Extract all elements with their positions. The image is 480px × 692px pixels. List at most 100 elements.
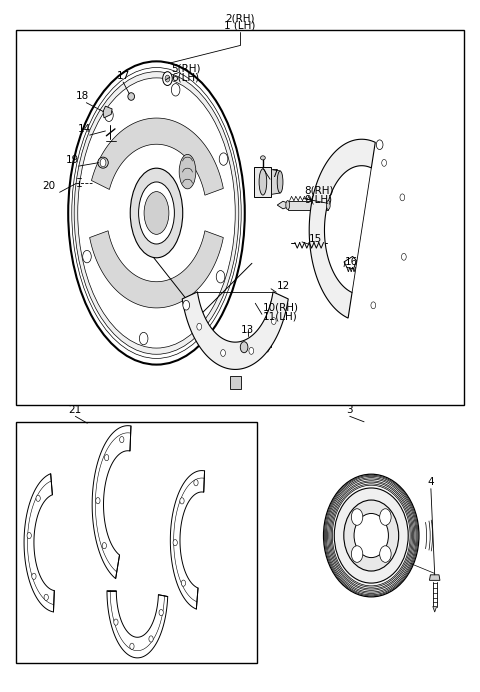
Text: 7: 7 <box>271 170 277 179</box>
Ellipse shape <box>286 201 289 210</box>
Circle shape <box>105 109 113 122</box>
Ellipse shape <box>324 474 419 597</box>
Circle shape <box>130 643 134 649</box>
Ellipse shape <box>259 169 267 195</box>
Polygon shape <box>254 167 272 197</box>
Circle shape <box>149 636 153 642</box>
Text: 18: 18 <box>76 91 89 101</box>
Polygon shape <box>430 575 440 581</box>
Circle shape <box>380 546 391 563</box>
Ellipse shape <box>331 484 411 588</box>
Text: 10(RH): 10(RH) <box>263 303 299 313</box>
Ellipse shape <box>344 500 399 571</box>
Ellipse shape <box>128 93 134 100</box>
Text: 21: 21 <box>69 405 82 415</box>
Ellipse shape <box>330 482 412 589</box>
Polygon shape <box>288 201 328 210</box>
Circle shape <box>371 302 376 309</box>
Circle shape <box>159 610 163 616</box>
Text: 11(LH): 11(LH) <box>263 311 298 321</box>
Circle shape <box>183 300 190 310</box>
Text: 8(RH): 8(RH) <box>304 185 334 196</box>
Ellipse shape <box>332 485 410 586</box>
Circle shape <box>102 543 107 549</box>
Text: 14: 14 <box>78 124 92 134</box>
Ellipse shape <box>78 78 235 348</box>
Bar <box>16 30 464 405</box>
Polygon shape <box>229 376 241 389</box>
Circle shape <box>27 532 31 538</box>
Polygon shape <box>277 201 287 209</box>
Circle shape <box>401 253 406 260</box>
Ellipse shape <box>324 475 418 596</box>
Ellipse shape <box>144 192 169 235</box>
Ellipse shape <box>261 156 265 160</box>
Ellipse shape <box>325 476 417 595</box>
Text: 15: 15 <box>309 234 323 244</box>
Circle shape <box>32 573 36 579</box>
Polygon shape <box>92 118 223 195</box>
Circle shape <box>380 509 391 525</box>
Ellipse shape <box>277 171 283 193</box>
Circle shape <box>180 498 184 504</box>
Circle shape <box>173 540 177 546</box>
Text: 12: 12 <box>277 281 290 291</box>
Circle shape <box>216 271 225 283</box>
Polygon shape <box>309 139 375 318</box>
Circle shape <box>36 495 40 502</box>
Ellipse shape <box>72 68 241 358</box>
Circle shape <box>100 158 106 167</box>
Circle shape <box>240 342 248 353</box>
Ellipse shape <box>354 513 388 558</box>
Circle shape <box>163 72 172 86</box>
Circle shape <box>219 153 228 165</box>
Circle shape <box>44 594 48 601</box>
Polygon shape <box>107 591 168 658</box>
Text: 20: 20 <box>43 181 56 191</box>
Polygon shape <box>272 170 280 194</box>
Ellipse shape <box>326 477 416 594</box>
Circle shape <box>171 84 180 96</box>
Polygon shape <box>24 474 54 612</box>
Circle shape <box>249 347 254 354</box>
Circle shape <box>351 509 363 525</box>
Text: 5(RH): 5(RH) <box>171 64 200 74</box>
Circle shape <box>120 437 124 443</box>
Circle shape <box>271 318 276 325</box>
Circle shape <box>181 580 186 586</box>
Polygon shape <box>103 106 112 118</box>
Ellipse shape <box>326 201 330 210</box>
Text: 19: 19 <box>65 155 79 165</box>
Bar <box>16 422 257 663</box>
Polygon shape <box>433 606 437 612</box>
Text: 6(LH): 6(LH) <box>171 73 199 83</box>
Circle shape <box>221 349 226 356</box>
Ellipse shape <box>68 62 245 365</box>
Circle shape <box>96 498 100 504</box>
Polygon shape <box>182 292 288 370</box>
Text: 3: 3 <box>347 405 353 415</box>
Text: 16: 16 <box>345 257 358 266</box>
Ellipse shape <box>130 168 183 258</box>
Polygon shape <box>170 471 204 609</box>
Text: 13: 13 <box>241 325 254 335</box>
Circle shape <box>197 323 202 330</box>
Circle shape <box>194 480 198 486</box>
Ellipse shape <box>327 479 415 592</box>
Circle shape <box>351 546 363 563</box>
Circle shape <box>382 159 386 166</box>
Ellipse shape <box>334 488 408 583</box>
Polygon shape <box>90 230 223 308</box>
Ellipse shape <box>98 157 108 168</box>
Circle shape <box>105 455 109 461</box>
Circle shape <box>400 194 405 201</box>
Circle shape <box>376 140 383 149</box>
Text: 1 (LH): 1 (LH) <box>224 20 256 30</box>
Circle shape <box>114 619 118 626</box>
Ellipse shape <box>74 72 239 354</box>
Circle shape <box>139 332 148 345</box>
Text: 9(LH): 9(LH) <box>304 194 333 204</box>
Circle shape <box>83 251 91 263</box>
Text: 2(RH): 2(RH) <box>225 13 255 24</box>
Ellipse shape <box>139 182 174 244</box>
